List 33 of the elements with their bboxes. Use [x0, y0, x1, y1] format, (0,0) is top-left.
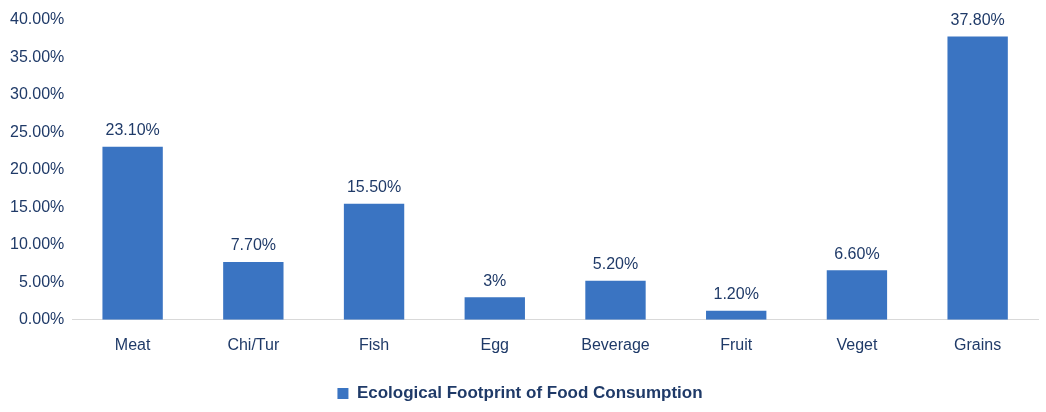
data-label: 7.70% [230, 236, 277, 254]
legend-label: Ecological Footprint of Food Consumption [356, 383, 703, 403]
y-tick-label: 0.00% [18, 310, 65, 328]
bar [826, 270, 888, 320]
bar [223, 262, 284, 320]
x-tick-label: Chi/Tur [227, 335, 280, 353]
y-tick-label: 35.00% [10, 47, 65, 65]
data-label: 15.50% [346, 178, 402, 196]
y-tick-label: 20.00% [10, 160, 65, 178]
bar [585, 280, 646, 320]
x-tick-label: Fruit [720, 335, 753, 353]
bar [102, 146, 163, 320]
data-label: 23.10% [105, 121, 160, 139]
x-tick-label: Veget [836, 335, 878, 353]
bar [343, 203, 405, 320]
y-tick-label: 5.00% [18, 272, 65, 290]
data-label: 6.60% [834, 244, 880, 262]
y-tick-label: 10.00% [10, 235, 65, 253]
bar [464, 297, 525, 320]
x-tick-label: Egg [480, 335, 510, 353]
data-label: 1.20% [713, 285, 759, 303]
x-tick-label: Meat [114, 335, 151, 353]
y-tick-label: 40.00% [10, 10, 65, 28]
data-label: 3% [483, 271, 507, 289]
x-tick-label: Beverage [581, 335, 650, 353]
y-tick-label: 25.00% [10, 122, 65, 140]
data-label: 37.80% [950, 10, 1005, 28]
y-tick-label: 15.00% [10, 197, 65, 215]
x-tick-label: Grains [954, 335, 1002, 353]
x-tick-label: Fish [358, 335, 390, 353]
bar [947, 36, 1008, 320]
data-label: 5.20% [592, 255, 639, 273]
y-tick-label: 30.00% [10, 85, 65, 103]
